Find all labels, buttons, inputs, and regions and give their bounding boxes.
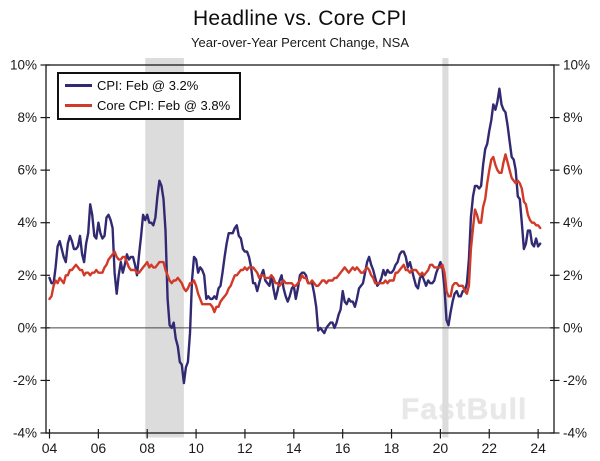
y-axis-label-left: 10% bbox=[10, 58, 37, 73]
y-axis-label-right: 10% bbox=[563, 58, 590, 73]
x-axis-label: 24 bbox=[530, 440, 546, 456]
y-axis-label-right: 2% bbox=[563, 268, 583, 283]
chart-subtitle: Year-over-Year Percent Change, NSA bbox=[191, 35, 409, 50]
legend-label-core-cpi: Core CPI: Feb @ 3.8% bbox=[97, 98, 231, 113]
chart-legend: CPI: Feb @ 3.2% Core CPI: Feb @ 3.8% bbox=[57, 72, 242, 120]
y-axis-label-left: 2% bbox=[17, 268, 37, 283]
y-axis-label-left: -4% bbox=[13, 426, 37, 441]
y-axis-label-right: 8% bbox=[563, 110, 583, 125]
legend-label-cpi: CPI: Feb @ 3.2% bbox=[97, 78, 199, 93]
y-axis-label-left: 0% bbox=[17, 320, 37, 335]
core-cpi-series-line bbox=[48, 153, 542, 314]
x-axis-label: 04 bbox=[42, 440, 58, 456]
y-axis-label-left: 6% bbox=[17, 163, 37, 178]
x-axis-label: 18 bbox=[384, 440, 400, 456]
y-axis-label-right: -2% bbox=[563, 373, 587, 388]
y-axis-label-left: 4% bbox=[17, 215, 37, 230]
recession-band bbox=[145, 58, 184, 438]
x-axis-label: 12 bbox=[237, 440, 253, 456]
legend-row-cpi: CPI: Feb @ 3.2% bbox=[65, 77, 230, 94]
y-axis-label-right: 4% bbox=[563, 215, 583, 230]
x-axis-label: 06 bbox=[91, 440, 107, 456]
y-axis-label-right: -4% bbox=[563, 426, 587, 441]
plot-frame bbox=[45, 64, 555, 434]
x-axis-label: 20 bbox=[433, 440, 449, 456]
x-axis-label: 22 bbox=[481, 440, 497, 456]
y-axis-label-left: -2% bbox=[13, 373, 37, 388]
x-axis-label: 08 bbox=[139, 440, 155, 456]
y-axis-label-right: 0% bbox=[563, 320, 583, 335]
y-axis-label-right: 6% bbox=[563, 163, 583, 178]
x-axis-label: 16 bbox=[335, 440, 351, 456]
recession-band bbox=[442, 58, 449, 438]
cpi-series-line bbox=[48, 87, 542, 385]
x-axis-label: 10 bbox=[188, 440, 204, 456]
y-axis-label-left: 8% bbox=[17, 110, 37, 125]
chart-title: Headline vs. Core CPI bbox=[192, 7, 408, 30]
x-axis-label: 14 bbox=[286, 440, 302, 456]
core-cpi-line-swatch-icon bbox=[65, 104, 92, 107]
cpi-line-swatch-icon bbox=[65, 84, 92, 87]
watermark: FastBull bbox=[401, 393, 528, 426]
legend-row-core-cpi: Core CPI: Feb @ 3.8% bbox=[65, 97, 230, 114]
